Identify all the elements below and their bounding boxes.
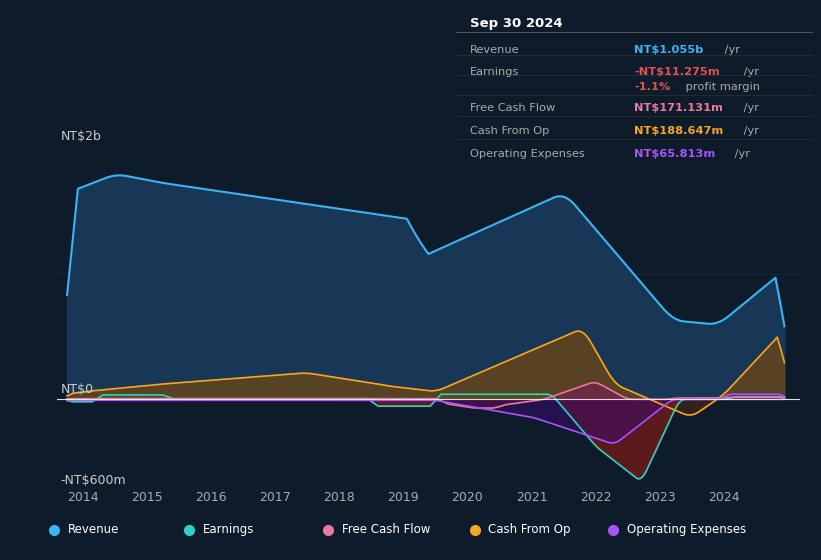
Text: /yr: /yr — [721, 45, 740, 55]
Text: /yr: /yr — [741, 67, 759, 77]
Text: profit margin: profit margin — [682, 82, 760, 92]
Text: /yr: /yr — [741, 103, 759, 113]
Text: NT$171.131m: NT$171.131m — [635, 103, 723, 113]
Text: Earnings: Earnings — [470, 67, 520, 77]
Text: Revenue: Revenue — [470, 45, 520, 55]
Text: /yr: /yr — [731, 150, 750, 160]
Text: Revenue: Revenue — [68, 523, 119, 536]
Text: NT$0: NT$0 — [61, 382, 94, 395]
Text: -1.1%: -1.1% — [635, 82, 671, 92]
Text: -NT$11.275m: -NT$11.275m — [635, 67, 720, 77]
Text: Operating Expenses: Operating Expenses — [470, 150, 585, 160]
Text: Operating Expenses: Operating Expenses — [627, 523, 746, 536]
Text: Sep 30 2024: Sep 30 2024 — [470, 17, 562, 30]
Text: Free Cash Flow: Free Cash Flow — [342, 523, 430, 536]
Text: NT$188.647m: NT$188.647m — [635, 126, 723, 136]
Text: NT$65.813m: NT$65.813m — [635, 150, 715, 160]
Text: Earnings: Earnings — [203, 523, 255, 536]
Text: NT$2b: NT$2b — [61, 129, 102, 143]
Text: -NT$600m: -NT$600m — [61, 474, 126, 487]
Text: Cash From Op: Cash From Op — [470, 126, 549, 136]
Text: NT$1.055b: NT$1.055b — [635, 45, 704, 55]
Text: Cash From Op: Cash From Op — [488, 523, 571, 536]
Text: Free Cash Flow: Free Cash Flow — [470, 103, 555, 113]
Text: /yr: /yr — [741, 126, 759, 136]
